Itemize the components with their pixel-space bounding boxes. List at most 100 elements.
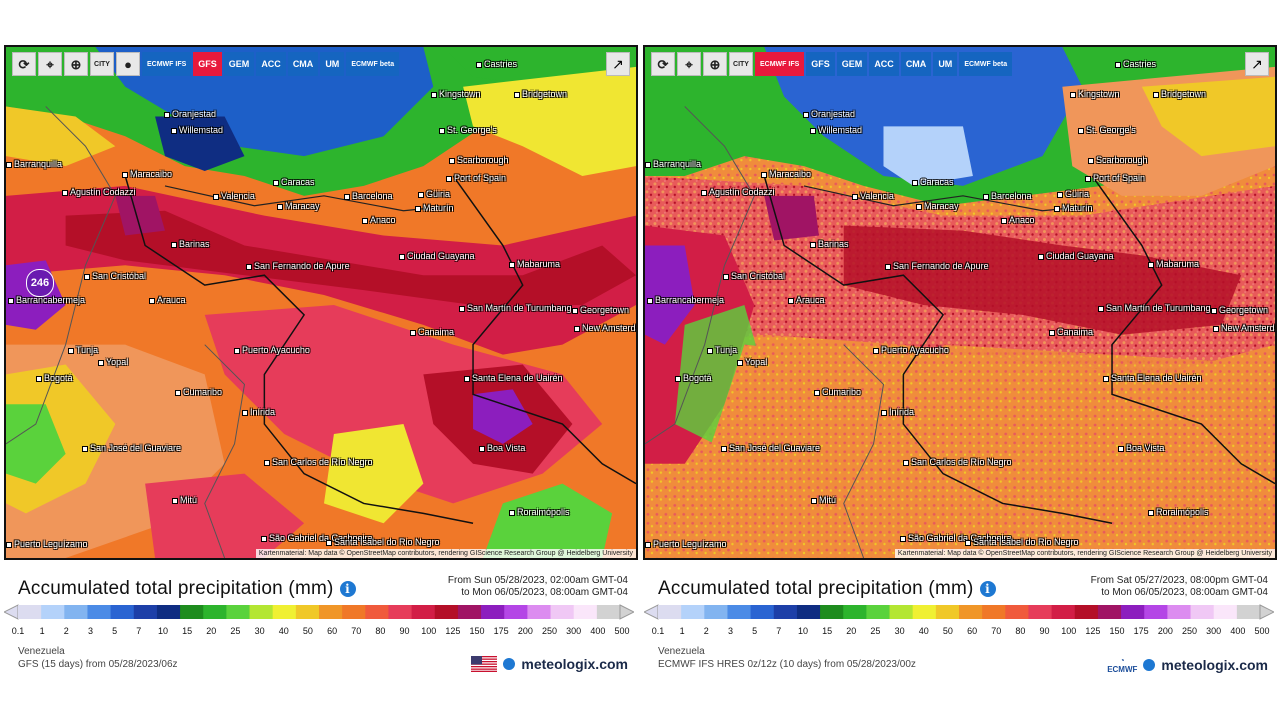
city-label: Ciudad Guayana bbox=[399, 251, 475, 261]
city-label: Castries bbox=[1115, 59, 1156, 69]
city-label: Tunja bbox=[68, 345, 98, 355]
city-label: Barcelona bbox=[983, 191, 1032, 201]
city-label: Valencia bbox=[213, 191, 255, 201]
dot-icon[interactable]: ● bbox=[116, 52, 140, 76]
scale-swatch bbox=[889, 605, 914, 619]
city-label: Güiria bbox=[1057, 189, 1089, 199]
scale-swatch bbox=[527, 605, 552, 619]
region-label: Venezuela bbox=[18, 646, 65, 657]
model-tab-acc[interactable]: ACC bbox=[256, 52, 286, 76]
city-label: San Carlos de Río Negro bbox=[903, 457, 1012, 467]
city-label: São Gabriel da Cachoeira bbox=[900, 533, 1012, 543]
city-label: New Amsterdam bbox=[1213, 323, 1275, 333]
city-label: New Amsterdam bbox=[574, 323, 636, 333]
scale-swatch bbox=[750, 605, 775, 619]
city-label: Santa Isabel do Rio Negro bbox=[965, 537, 1079, 547]
city-label: Caracas bbox=[912, 177, 954, 187]
ecmwf-toolbar: ⟳ ⌖ ⊕ CITY ECMWF IFS GFS GEM ACC CMA UM … bbox=[651, 52, 1013, 78]
city-label: Boa Vista bbox=[479, 443, 525, 453]
model-tab-ecmwf-ifs[interactable]: ECMWF IFS bbox=[142, 52, 192, 76]
city-label: Oranjestad bbox=[803, 109, 855, 119]
scale-ticks: 0.1 1 2 3 5 7 10 15 20 25 30 40 50 60 70 80 90 100 125 150 1… bbox=[12, 626, 630, 638]
magnifier-icon[interactable]: ⊕ bbox=[703, 52, 727, 76]
city-label: Scarborough bbox=[1088, 155, 1148, 165]
scale-swatch bbox=[1074, 605, 1099, 619]
city-label: St. George's bbox=[439, 125, 497, 135]
model-tab-ecmwf-beta[interactable]: ECMWF beta bbox=[959, 52, 1013, 76]
model-tab-ecmwf-beta[interactable]: ECMWF beta bbox=[346, 52, 400, 76]
model-tab-gem[interactable]: GEM bbox=[223, 52, 255, 76]
share-icon[interactable]: ↗ bbox=[606, 52, 630, 76]
scale-tick-label: 0.1 bbox=[11, 626, 25, 636]
scale-tick-label: 3 bbox=[727, 626, 733, 636]
model-tab-um[interactable]: UM bbox=[933, 52, 958, 76]
model-tab-acc[interactable]: ACC bbox=[869, 52, 899, 76]
magnifier-icon[interactable]: ⊕ bbox=[64, 52, 88, 76]
scale-tick-label: 500 bbox=[614, 626, 630, 636]
info-icon[interactable]: i bbox=[339, 580, 356, 597]
location-pin-icon[interactable]: ⌖ bbox=[677, 52, 701, 76]
location-pin-icon[interactable]: ⌖ bbox=[38, 52, 62, 76]
scale-swatch bbox=[1121, 605, 1145, 619]
globe-icon bbox=[1143, 659, 1156, 671]
city-label: Anaco bbox=[1001, 215, 1035, 225]
city-label: Canaima bbox=[1049, 327, 1093, 337]
globe-icon bbox=[503, 658, 516, 670]
scale-swatch bbox=[110, 605, 135, 619]
city-toggle-button[interactable]: CITY bbox=[729, 52, 753, 76]
city-label: Barranquilla bbox=[645, 159, 701, 169]
brand-name[interactable]: meteologix.com bbox=[1161, 657, 1268, 673]
legend-title: Accumulated total precipitation (mm) i bbox=[658, 578, 996, 600]
scale-tick-label: 7 bbox=[136, 626, 142, 636]
city-label: Mabaruma bbox=[1148, 259, 1199, 269]
scale-tick-label: 30 bbox=[894, 626, 905, 636]
scale-arrow-left bbox=[4, 604, 19, 620]
refresh-icon[interactable]: ⟳ bbox=[12, 52, 36, 76]
info-icon[interactable]: i bbox=[979, 580, 996, 597]
model-tab-gem[interactable]: GEM bbox=[836, 52, 868, 76]
model-tab-cma[interactable]: CMA bbox=[900, 52, 932, 76]
range-from: From Sat 05/27/2023, 08:00pm GMT-04 bbox=[1090, 575, 1268, 586]
gfs-toolbar: ⟳ ⌖ ⊕ CITY ● ECMWF IFS GFS GEM ACC CMA U… bbox=[12, 52, 400, 78]
scale-swatch bbox=[87, 605, 112, 619]
scale-tick-label: 400 bbox=[590, 626, 606, 636]
scale-swatch bbox=[18, 605, 42, 619]
refresh-icon[interactable]: ⟳ bbox=[651, 52, 675, 76]
scale-swatch bbox=[388, 605, 413, 619]
model-tab-ecmwf-ifs[interactable]: ECMWF IFS bbox=[755, 52, 805, 76]
ecmwf-precip-map[interactable]: ⟳ ⌖ ⊕ CITY ECMWF IFS GFS GEM ACC CMA UM … bbox=[643, 45, 1277, 560]
region-label: Venezuela bbox=[658, 646, 705, 657]
model-tab-cma[interactable]: CMA bbox=[287, 52, 319, 76]
scale-swatch bbox=[133, 605, 158, 619]
scale-tick-label: 10 bbox=[797, 626, 808, 636]
scale-swatch bbox=[1097, 605, 1122, 619]
city-toggle-button[interactable]: CITY bbox=[90, 52, 114, 76]
city-label: Agustín Codazzi bbox=[62, 187, 136, 197]
brand-name[interactable]: meteologix.com bbox=[521, 656, 628, 672]
share-icon[interactable]: ↗ bbox=[1245, 52, 1269, 76]
model-tab-um[interactable]: UM bbox=[320, 52, 345, 76]
scale-tick-label: 20 bbox=[846, 626, 857, 636]
city-label: Bridgetown bbox=[1153, 89, 1206, 99]
scale-tick-label: 175 bbox=[1133, 626, 1149, 636]
model-tab-gfs[interactable]: GFS bbox=[193, 52, 222, 76]
city-label: San José del Guaviare bbox=[721, 443, 820, 453]
scale-tick-label: 15 bbox=[822, 626, 833, 636]
scale-tick-label: 100 bbox=[421, 626, 437, 636]
scale-swatch bbox=[319, 605, 343, 619]
city-label: Mitú bbox=[172, 495, 197, 505]
city-label: Valencia bbox=[852, 191, 894, 201]
city-label: Georgetown bbox=[572, 305, 629, 315]
scale-swatch bbox=[1190, 605, 1215, 619]
city-label: Maracaibo bbox=[761, 169, 811, 179]
range-to: to Mon 06/05/2023, 08:00am GMT-04 bbox=[1101, 587, 1268, 598]
time-range: From Sat 05/27/2023, 08:00pm GMT-04 to M… bbox=[1091, 575, 1268, 599]
city-label: Caracas bbox=[273, 177, 315, 187]
city-label: Barcelona bbox=[344, 191, 393, 201]
scale-tick-label: 25 bbox=[870, 626, 881, 636]
time-range: From Sun 05/28/2023, 02:00am GMT-04 to M… bbox=[448, 575, 628, 599]
model-tab-gfs[interactable]: GFS bbox=[806, 52, 835, 76]
gfs-precip-map[interactable]: ⟳ ⌖ ⊕ CITY ● ECMWF IFS GFS GEM ACC CMA U… bbox=[4, 45, 638, 560]
city-label: Scarborough bbox=[449, 155, 509, 165]
city-label: Agustín Codazzi bbox=[701, 187, 775, 197]
